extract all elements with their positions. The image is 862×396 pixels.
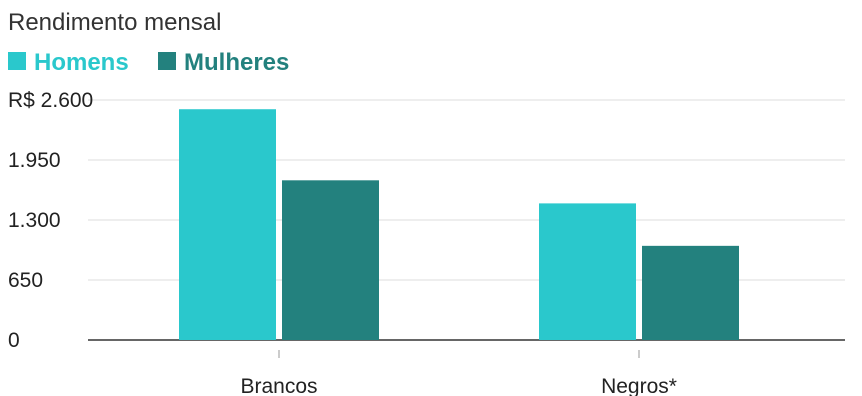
chart-title: Rendimento mensal (8, 9, 221, 36)
bars (179, 109, 739, 340)
x-tick-label-0: Brancos (240, 375, 317, 396)
x-axis: Brancos Negros* (240, 350, 677, 396)
legend-label-1: Mulheres (184, 49, 289, 76)
y-axis: 0 650 1.300 1.950 R$ 2.600 (8, 89, 93, 352)
legend: Homens Mulheres (8, 49, 289, 76)
y-tick-label-3: 1.950 (8, 149, 61, 172)
legend-swatch-0 (8, 52, 26, 70)
y-tick-label-1: 650 (8, 269, 43, 292)
bar-negros-mulheres (642, 245, 739, 340)
x-tick-label-1: Negros* (601, 375, 677, 396)
bar-brancos-mulheres (282, 180, 379, 340)
bar-negros-homens (539, 203, 636, 340)
y-tick-label-2: 1.300 (8, 209, 61, 232)
y-tick-label-0: 0 (8, 329, 20, 352)
bar-brancos-homens (179, 109, 276, 340)
legend-label-0: Homens (34, 49, 129, 76)
y-tick-label-4: R$ 2.600 (8, 89, 93, 112)
legend-swatch-1 (158, 52, 176, 70)
